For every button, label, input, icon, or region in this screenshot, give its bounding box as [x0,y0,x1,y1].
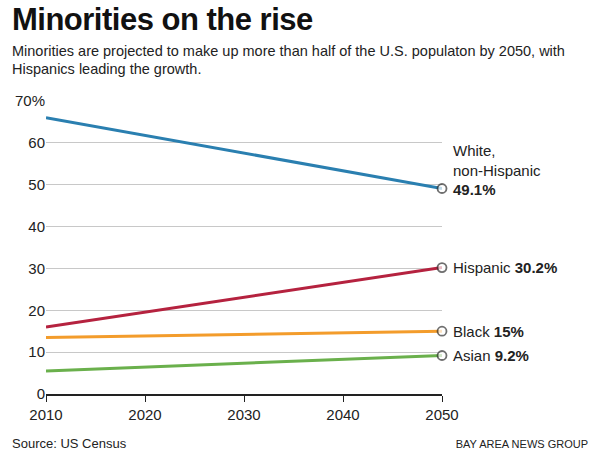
html-text:Source: US Census: Source: US Census [12,436,127,451]
svg-text:White,non-Hispanic49.1%: White,non-Hispanic49.1% [453,142,541,198]
svg-text:60: 60 [28,134,45,151]
svg-text:2030: 2030 [227,406,260,423]
svg-text:2010: 2010 [29,406,62,423]
html-text:BAY AREA NEWS GROUP: BAY AREA NEWS GROUP [455,438,588,450]
svg-text:20: 20 [28,302,45,319]
svg-text:2050: 2050 [425,406,458,423]
svg-text:2020: 2020 [128,406,161,423]
svg-text:10: 10 [28,343,45,360]
svg-text:Hispanic 30.2%: Hispanic 30.2% [453,259,557,276]
svg-text:40: 40 [28,218,45,235]
html-text:Minorities are projected to ma: Minorities are projected to make up more… [12,43,565,77]
svg-text:0: 0 [37,385,45,402]
svg-text:30: 30 [28,260,45,277]
svg-text:Asian 9.2%: Asian 9.2% [453,347,529,364]
svg-text:Black 15%: Black 15% [453,323,524,340]
svg-text:70%: 70% [15,92,45,109]
svg-text:50: 50 [28,176,45,193]
html-text:Minorities on the rise: Minorities on the rise [12,2,313,37]
svg-text:2040: 2040 [326,406,359,423]
